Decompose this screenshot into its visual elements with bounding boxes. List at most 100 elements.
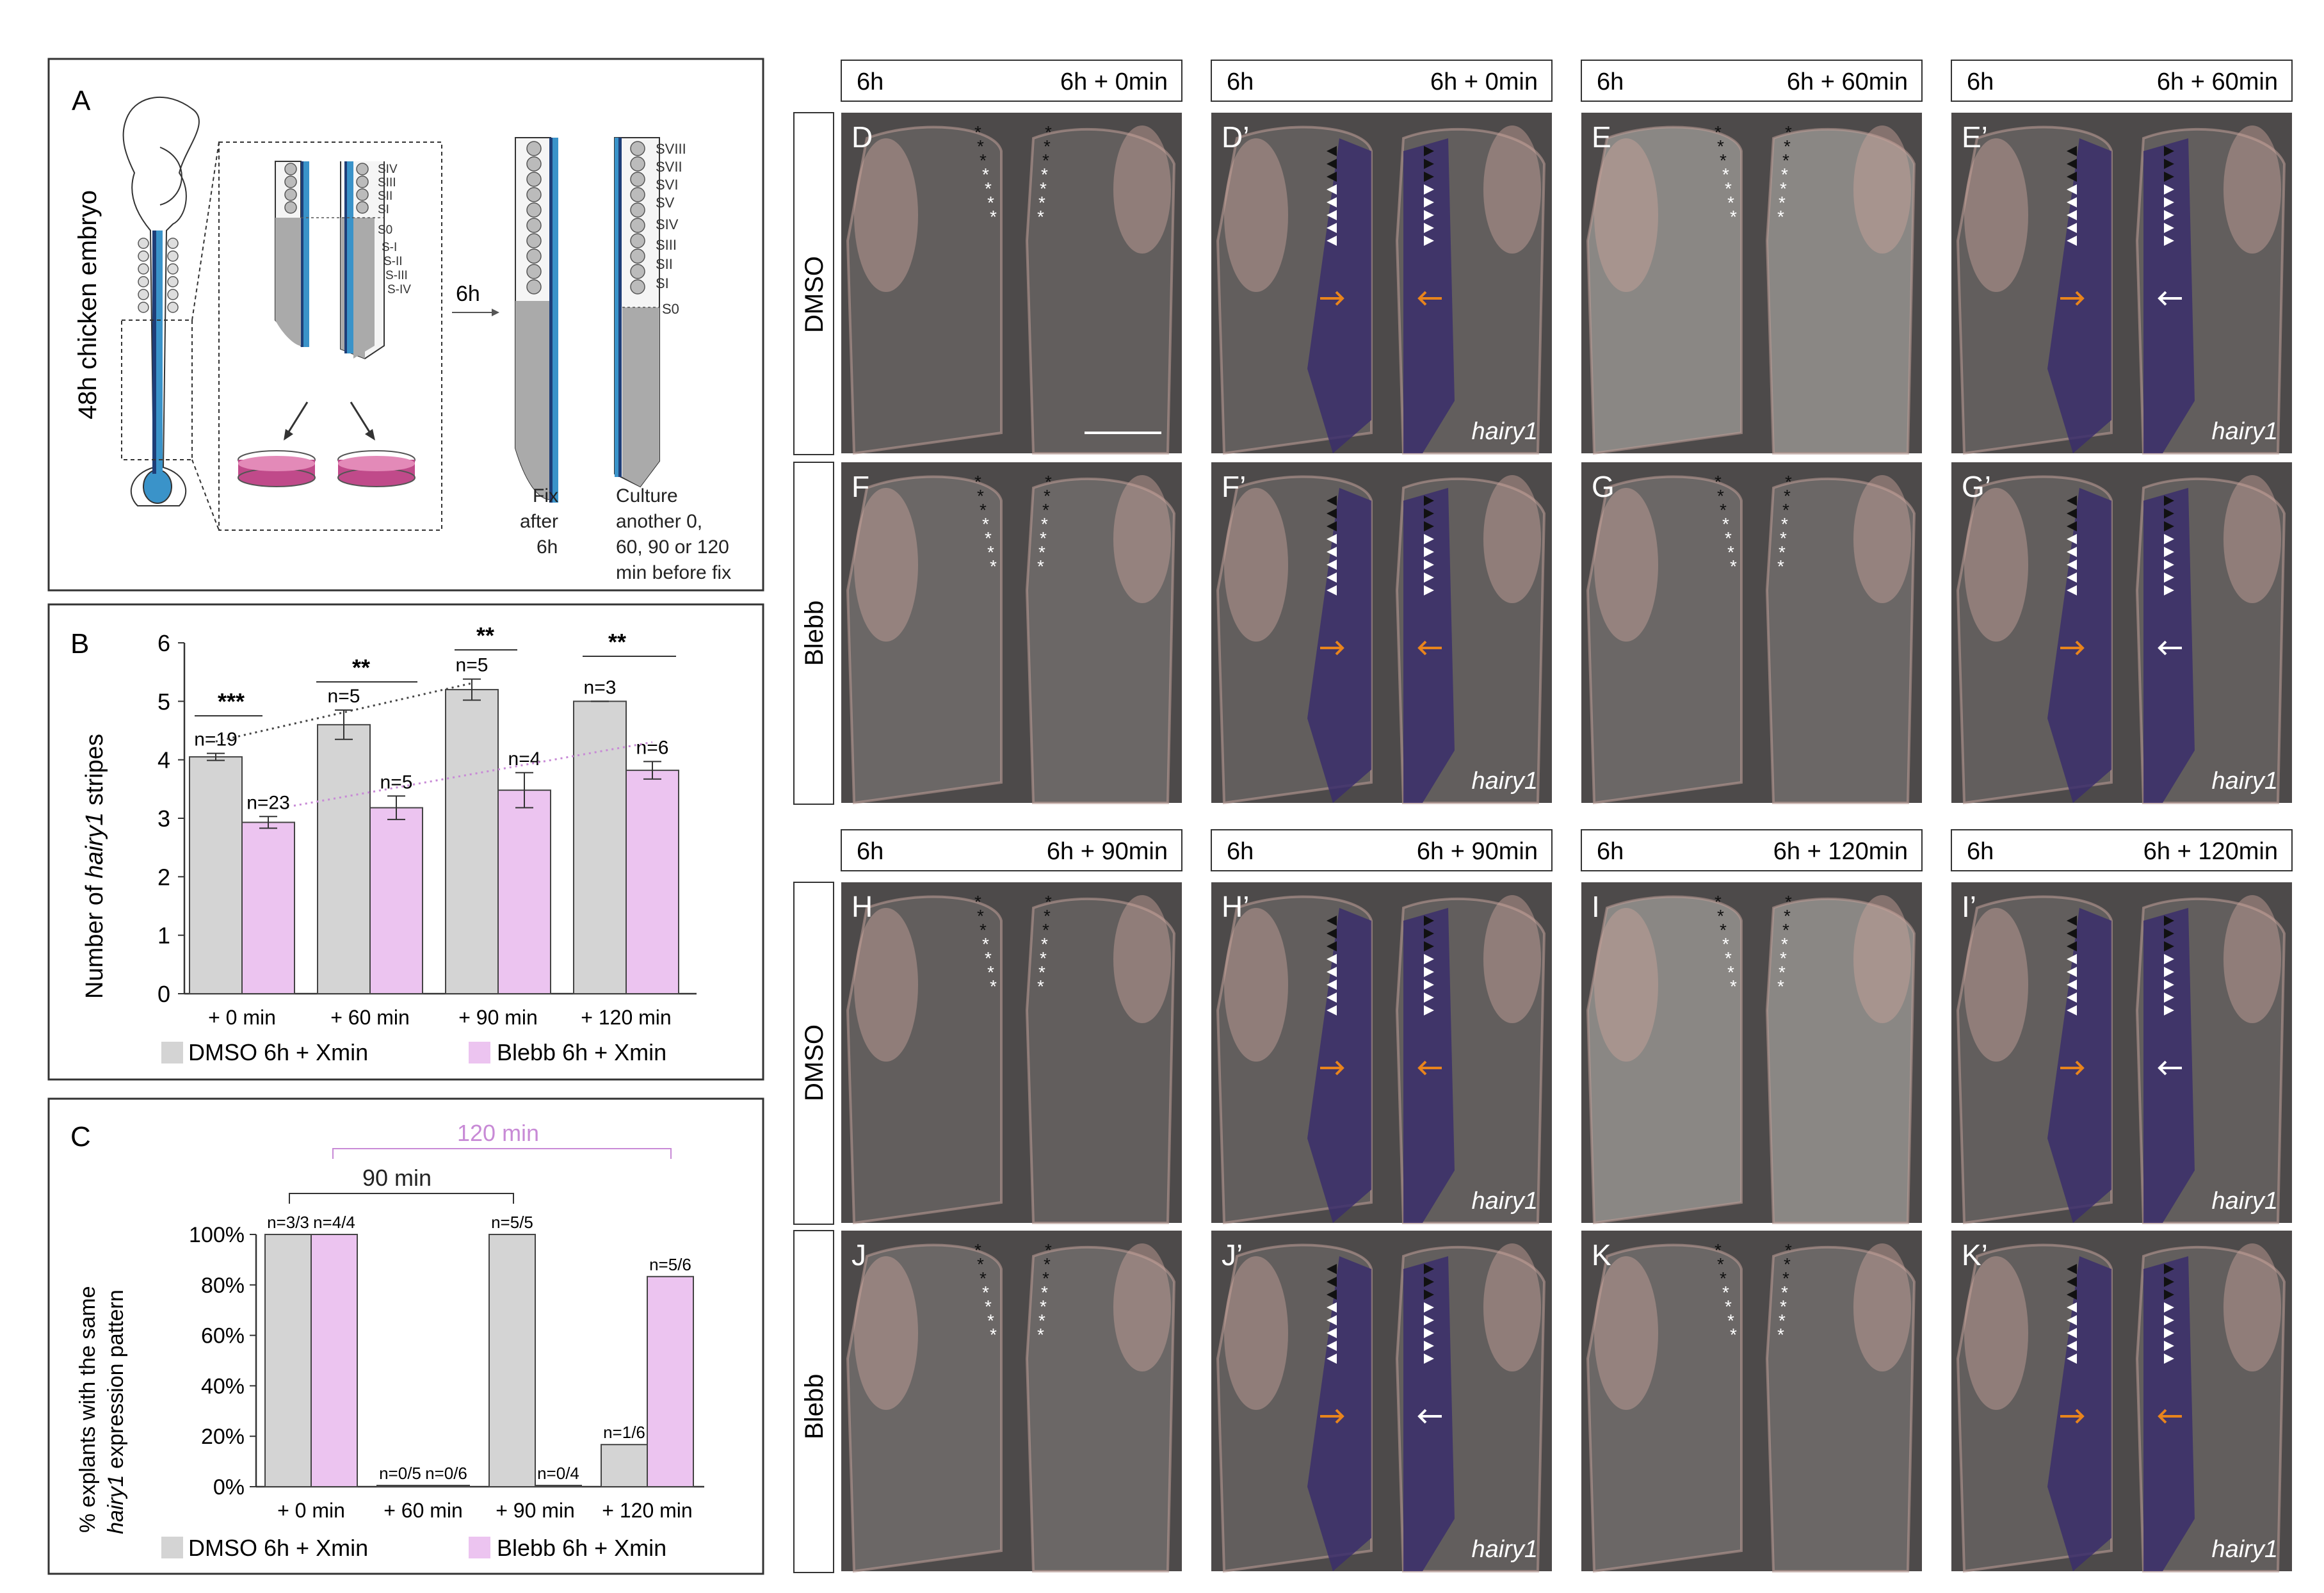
tissue-explant-left (1586, 1243, 1743, 1573)
svg-text:6h: 6h (537, 537, 558, 558)
c-y-tick-label: 100% (189, 1223, 245, 1247)
micrograph-panel: hairy1 K’ (1951, 1231, 2292, 1573)
somite-asterisk: * (1041, 1282, 1048, 1302)
arrowhead (1327, 1341, 1337, 1351)
somite-asterisk: * (1730, 976, 1737, 996)
tissue-explant-left (1586, 895, 1743, 1225)
arrowhead (2067, 146, 2077, 156)
svg-text:another 0,: another 0, (616, 511, 702, 532)
somite-asterisk: * (1038, 193, 1045, 213)
tissue-explant-right (1765, 127, 1916, 455)
svg-text:120 min: 120 min (457, 1120, 539, 1146)
somite-asterisk: * (1781, 934, 1788, 954)
somite-asterisk: * (1045, 1240, 1052, 1260)
tissue-highlight (1594, 138, 1658, 292)
tissue-highlight (1113, 475, 1171, 603)
culture-caption: Culture another 0, 60, 90 or 120 min bef… (616, 485, 731, 583)
b-x-tick-label: + 0 min (208, 1006, 276, 1029)
arrowhead (2164, 954, 2174, 964)
somite-asterisk: * (1725, 1297, 1732, 1316)
panel-header-left: 6h (857, 838, 884, 865)
svg-text:***: *** (218, 688, 245, 715)
somite-asterisk: * (1779, 542, 1786, 562)
svg-text:SIII: SIII (378, 176, 396, 190)
arrowhead (1327, 967, 1337, 977)
arrowhead (2067, 560, 2077, 570)
panel-header-box (1951, 829, 2293, 871)
panel-header-box (841, 60, 1182, 102)
arrowhead (2067, 1005, 2077, 1015)
embryo-drawing (122, 96, 200, 506)
c-n-label: n=5/6 (649, 1255, 691, 1274)
tissue-highlight (854, 1256, 918, 1410)
tissue-highlight (1964, 138, 2028, 292)
hairy1-stain-right (1403, 138, 1455, 453)
arrow-right (2158, 1409, 2182, 1424)
somite-asterisk: * (1044, 1254, 1051, 1274)
somite-asterisk: * (977, 906, 984, 926)
micrograph-panel: hairy1 G’ (1951, 462, 2292, 805)
arrowhead (1327, 1315, 1337, 1325)
arrowhead (1327, 159, 1337, 169)
arrow-left (2060, 291, 2085, 306)
zoom-explant-left (275, 161, 385, 360)
somite-asterisk: * (977, 136, 984, 156)
arrowhead (1327, 172, 1337, 182)
arrowhead (1327, 210, 1337, 220)
somite-asterisk: * (1727, 1311, 1734, 1330)
arrowhead (2067, 1341, 2077, 1351)
somite-asterisk: * (982, 514, 989, 534)
tissue-highlight (1853, 895, 1911, 1023)
tissue-highlight (1853, 475, 1911, 603)
somite-asterisk: * (1780, 1297, 1787, 1316)
somite-asterisk: * (990, 1325, 997, 1345)
somite-asterisk: * (1722, 1282, 1729, 1302)
arrowhead (2164, 1290, 2174, 1300)
panel-header-right: 6h + 120min (1773, 838, 1908, 865)
svg-text:S-II: S-II (383, 255, 403, 268)
somite-asterisk: * (1777, 556, 1784, 576)
arrowhead (2067, 980, 2077, 990)
micrograph-panel: hairy1 J’ (1211, 1231, 1552, 1573)
c-bracket-120: 120 min (332, 1120, 672, 1159)
arrowhead (1424, 941, 1434, 951)
culture-dishes (238, 401, 416, 487)
panel-letter: F (851, 470, 869, 503)
somite-asterisk: * (1779, 962, 1786, 982)
arrowhead (1424, 1290, 1434, 1300)
somite-asterisk: * (1777, 207, 1784, 227)
micrograph-panel: hairy1 H’ (1211, 882, 1552, 1225)
b-n-label: n=5 (328, 686, 360, 707)
arrowhead (2164, 521, 2174, 531)
gene-label: hairy1 (2212, 1536, 2279, 1563)
arrowhead (1424, 967, 1434, 977)
arrow-left (2060, 1409, 2085, 1424)
somite-asterisk: * (974, 1240, 981, 1260)
arrowhead (2067, 1354, 2077, 1364)
arrowhead (1424, 954, 1434, 964)
hairy1-stain-right (2143, 138, 2195, 453)
somite-asterisk: * (1037, 1325, 1044, 1345)
arrowhead (1424, 560, 1434, 570)
panel-letter: H (851, 890, 873, 923)
gene-label: hairy1 (2212, 768, 2279, 795)
panel-header-right: 6h + 60min (1787, 69, 1908, 95)
somite-asterisk: * (1781, 165, 1788, 184)
arrowhead (1327, 1277, 1337, 1287)
somite-asterisk: * (1717, 1254, 1724, 1274)
tissue-highlight (1594, 908, 1658, 1062)
arrowhead (1327, 572, 1337, 583)
arrowhead (1424, 928, 1434, 939)
micrograph-panel: * ** ** ** ** ** ** *E (1581, 113, 1922, 455)
micrograph-panel: * ** ** ** ** ** ** *H (841, 882, 1182, 1225)
embryo-somites (138, 238, 179, 313)
somite-asterisk: * (1784, 486, 1791, 506)
arrowhead (2067, 941, 2077, 951)
arrowhead (1327, 1264, 1337, 1274)
c-bar (601, 1444, 648, 1487)
arrowhead (1327, 585, 1337, 595)
svg-text:SIII: SIII (656, 237, 677, 253)
arrowhead (1327, 547, 1337, 557)
somite-asterisk: * (980, 1268, 987, 1288)
arrowhead (1424, 521, 1434, 531)
